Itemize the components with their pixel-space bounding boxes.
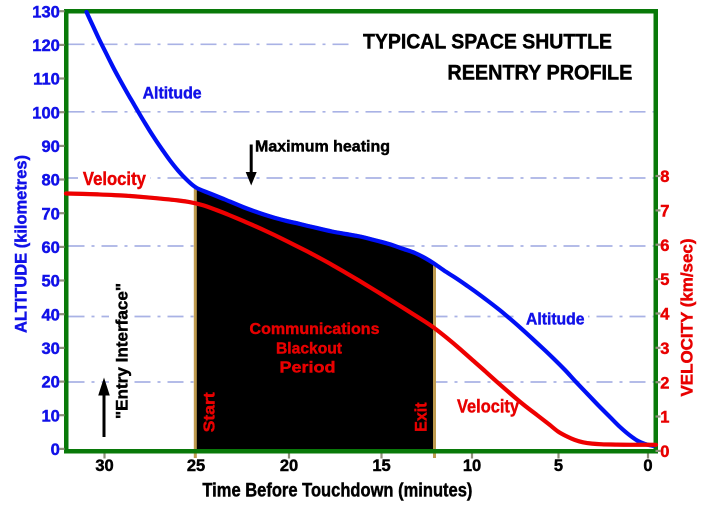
svg-text:100: 100 xyxy=(32,104,60,122)
svg-text:130: 130 xyxy=(32,3,60,21)
svg-text:10: 10 xyxy=(41,407,59,425)
svg-text:0: 0 xyxy=(660,443,669,461)
svg-text:6: 6 xyxy=(660,237,669,255)
svg-text:0: 0 xyxy=(643,457,652,475)
svg-text:Altitude: Altitude xyxy=(526,311,585,329)
svg-text:Blackout: Blackout xyxy=(276,340,343,357)
svg-text:8: 8 xyxy=(660,168,669,186)
svg-text:Velocity: Velocity xyxy=(457,395,520,416)
svg-text:20: 20 xyxy=(41,374,59,392)
svg-text:Velocity: Velocity xyxy=(83,168,147,189)
svg-text:10: 10 xyxy=(463,457,481,475)
svg-text:25: 25 xyxy=(187,457,205,475)
svg-text:80: 80 xyxy=(41,172,59,190)
svg-text:Time Before Touchdown (minutes: Time Before Touchdown (minutes) xyxy=(202,481,472,502)
svg-text:ALTITUDE (kilometres): ALTITUDE (kilometres) xyxy=(13,155,31,333)
svg-text:20: 20 xyxy=(280,457,298,475)
svg-text:Altitude: Altitude xyxy=(143,84,202,102)
svg-text:4: 4 xyxy=(660,306,670,324)
svg-text:110: 110 xyxy=(33,71,60,89)
svg-text:7: 7 xyxy=(660,203,669,221)
svg-text:40: 40 xyxy=(41,306,59,324)
svg-text:5: 5 xyxy=(554,457,563,475)
svg-text:70: 70 xyxy=(41,205,59,223)
svg-text:15: 15 xyxy=(372,457,390,475)
svg-text:"Entry Interface": "Entry Interface" xyxy=(113,283,132,419)
svg-text:Period: Period xyxy=(280,359,336,376)
svg-text:120: 120 xyxy=(32,37,60,55)
svg-text:Exit: Exit xyxy=(412,402,430,432)
svg-text:Start: Start xyxy=(202,392,219,433)
svg-text:60: 60 xyxy=(41,239,59,257)
svg-text:50: 50 xyxy=(41,273,59,291)
svg-text:30: 30 xyxy=(41,340,59,358)
svg-text:TYPICAL SPACE SHUTTLE: TYPICAL SPACE SHUTTLE xyxy=(363,31,612,54)
svg-text:Communications: Communications xyxy=(250,321,380,338)
svg-text:90: 90 xyxy=(41,138,59,156)
svg-text:0: 0 xyxy=(51,441,60,459)
svg-text:VELOCITY (km/sec): VELOCITY (km/sec) xyxy=(679,239,697,397)
svg-text:REENTRY PROFILE: REENTRY PROFILE xyxy=(447,61,632,84)
svg-text:30: 30 xyxy=(95,457,113,475)
svg-text:2: 2 xyxy=(660,374,669,392)
svg-text:1: 1 xyxy=(660,409,669,427)
svg-text:5: 5 xyxy=(660,271,669,289)
svg-text:3: 3 xyxy=(660,340,669,358)
svg-text:Maximum heating: Maximum heating xyxy=(255,139,390,156)
